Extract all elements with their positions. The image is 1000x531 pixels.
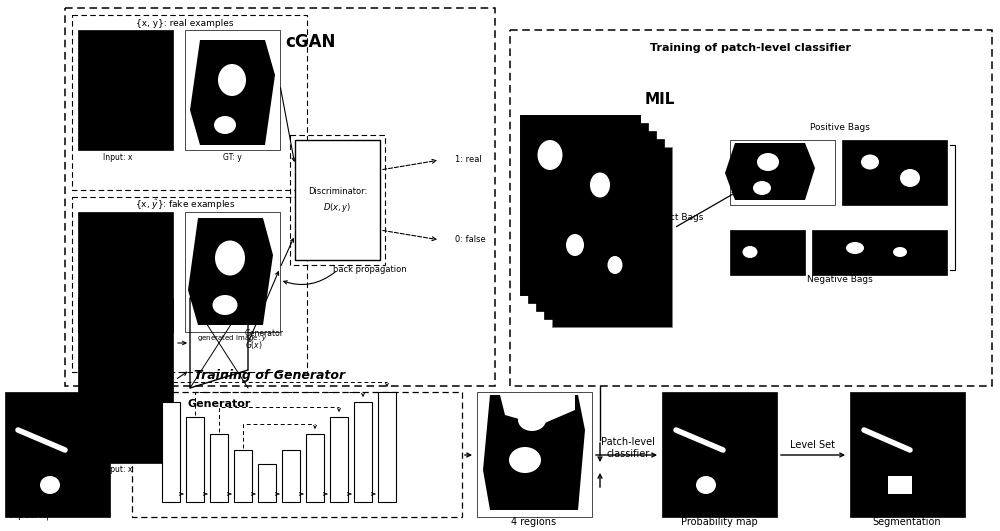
Text: Discriminator:: Discriminator:: [308, 187, 367, 196]
Bar: [842, 140, 947, 205]
Text: Probability map: Probability map: [681, 517, 757, 527]
Ellipse shape: [900, 169, 920, 187]
Bar: [552, 147, 672, 327]
Text: Generator: Generator: [187, 399, 250, 409]
Text: Input: x: Input: x: [103, 152, 133, 161]
Bar: [186, 417, 204, 502]
Ellipse shape: [518, 409, 546, 431]
Bar: [888, 476, 912, 494]
Text: GT: y: GT: y: [223, 152, 241, 161]
Text: Extract Bags: Extract Bags: [646, 213, 704, 222]
Text: Patch-level
classifier: Patch-level classifier: [601, 437, 655, 459]
Bar: [295, 140, 380, 260]
Ellipse shape: [538, 140, 562, 170]
Text: Training of patch-level classifier: Training of patch-level classifier: [650, 43, 852, 53]
Ellipse shape: [215, 241, 245, 276]
Text: generated image: $\hat{y}$: generated image: $\hat{y}$: [197, 332, 267, 344]
Text: Training of Generator: Training of Generator: [194, 369, 346, 381]
Bar: [5, 392, 110, 517]
Ellipse shape: [893, 247, 907, 257]
Bar: [330, 417, 348, 502]
Bar: [210, 434, 228, 502]
Bar: [185, 212, 280, 332]
Polygon shape: [188, 218, 273, 325]
Bar: [536, 131, 656, 311]
Bar: [730, 230, 805, 275]
Ellipse shape: [742, 246, 758, 258]
Ellipse shape: [757, 153, 779, 171]
Bar: [78, 212, 173, 332]
Bar: [662, 392, 777, 517]
Ellipse shape: [509, 447, 541, 473]
Bar: [544, 139, 664, 319]
Bar: [65, 8, 495, 386]
Bar: [850, 392, 965, 517]
Ellipse shape: [218, 64, 246, 96]
Bar: [72, 197, 307, 372]
Text: {x, $\hat{y}$}: fake examples: {x, $\hat{y}$}: fake examples: [135, 198, 235, 212]
Bar: [510, 30, 992, 386]
Bar: [162, 402, 180, 502]
Text: Input: x: Input: x: [103, 466, 133, 475]
Ellipse shape: [696, 476, 716, 494]
Text: Negative Bags: Negative Bags: [807, 276, 873, 285]
Text: Positive Bags: Positive Bags: [810, 124, 870, 133]
Bar: [528, 123, 648, 303]
Bar: [72, 15, 307, 190]
Ellipse shape: [214, 116, 236, 134]
Polygon shape: [500, 395, 575, 425]
Ellipse shape: [590, 173, 610, 198]
Bar: [78, 30, 173, 150]
Bar: [282, 450, 300, 502]
Ellipse shape: [846, 242, 864, 254]
Bar: [354, 402, 372, 502]
Bar: [78, 298, 173, 463]
Polygon shape: [483, 395, 585, 510]
Bar: [234, 450, 252, 502]
Text: Generator
$G(x)$: Generator $G(x)$: [245, 329, 284, 352]
Bar: [290, 135, 385, 265]
Bar: [258, 464, 276, 502]
Text: Level Set: Level Set: [790, 440, 836, 450]
Bar: [185, 30, 280, 150]
Text: 0: false: 0: false: [455, 236, 486, 244]
Bar: [378, 392, 396, 502]
Ellipse shape: [608, 256, 622, 274]
Ellipse shape: [753, 181, 771, 195]
Bar: [520, 115, 640, 295]
Text: {x, y}: real examples: {x, y}: real examples: [136, 19, 234, 28]
Ellipse shape: [212, 295, 238, 315]
Text: 4 regions: 4 regions: [511, 517, 557, 527]
Text: Input: x: Input: x: [103, 333, 133, 342]
Text: $D(x,y)$: $D(x,y)$: [323, 201, 352, 215]
Bar: [132, 392, 462, 517]
Polygon shape: [190, 40, 275, 145]
Ellipse shape: [40, 476, 60, 494]
Bar: [812, 230, 947, 275]
Text: Segmentation: Segmentation: [873, 517, 941, 527]
Text: back propagation: back propagation: [333, 266, 407, 275]
Ellipse shape: [566, 234, 584, 256]
Text: MIL: MIL: [645, 92, 675, 107]
Bar: [477, 392, 592, 517]
Polygon shape: [725, 143, 815, 200]
Text: Input: $x$|: Input: $x$|: [8, 508, 49, 522]
Bar: [730, 140, 835, 205]
Bar: [306, 434, 324, 502]
Text: cGAN: cGAN: [285, 33, 335, 51]
Text: 1: real: 1: real: [455, 156, 482, 165]
Ellipse shape: [861, 155, 879, 169]
Bar: [520, 115, 640, 295]
